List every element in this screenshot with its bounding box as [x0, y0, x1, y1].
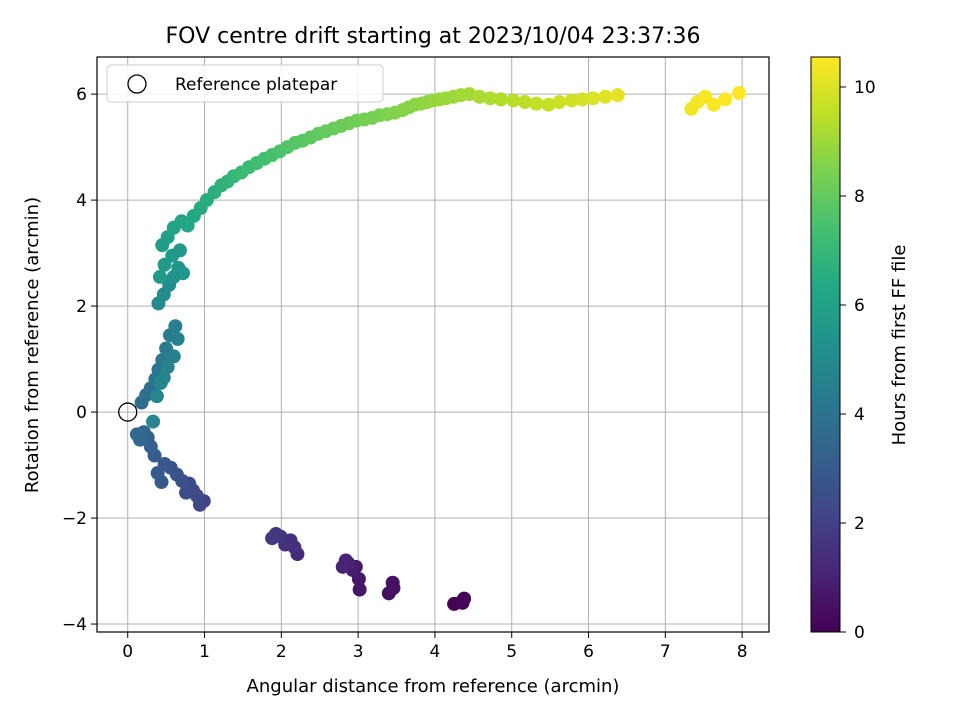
- x-tick-label: 2: [276, 642, 287, 662]
- data-point: [335, 559, 350, 574]
- data-point: [598, 89, 613, 104]
- grid: [97, 57, 769, 632]
- data-point: [152, 269, 167, 284]
- colorbar: 0 2 4 6 8 10 Hours from first FF file: [810, 56, 910, 643]
- data-point: [385, 575, 400, 590]
- y-tick-label: 4: [76, 191, 87, 211]
- data-point: [732, 86, 747, 101]
- x-tick-label: 4: [430, 642, 441, 662]
- x-tick-label: 3: [353, 642, 364, 662]
- legend[interactable]: Reference platepar: [106, 64, 384, 103]
- data-point: [586, 91, 601, 106]
- data-point: [564, 93, 579, 108]
- data-point: [170, 331, 185, 346]
- data-point: [149, 389, 164, 404]
- colorbar-tick-label: 10: [854, 78, 876, 98]
- colorbar-gradient: [810, 56, 841, 633]
- legend-label: Reference platepar: [175, 75, 337, 95]
- legend-box: [106, 64, 384, 103]
- x-tick-label: 5: [506, 642, 517, 662]
- data-point: [168, 319, 183, 334]
- y-tick-label: −2: [62, 509, 87, 529]
- colorbar-ticks: 0 2 4 6 8 10: [840, 78, 876, 643]
- data-point: [575, 92, 590, 107]
- x-tick-label: 8: [737, 642, 748, 662]
- y-ticks: −4 −2 0 2 4 6: [62, 85, 97, 635]
- data-point: [146, 414, 161, 429]
- data-point: [718, 92, 733, 107]
- data-point: [129, 427, 144, 442]
- colorbar-tick-label: 8: [854, 187, 865, 207]
- plot-frame: [96, 56, 770, 633]
- x-tick-label: 6: [583, 642, 594, 662]
- data-points: [129, 86, 747, 611]
- y-tick-label: 2: [76, 297, 87, 317]
- colorbar-tick-label: 0: [854, 623, 865, 643]
- data-point: [150, 466, 165, 481]
- colorbar-tick-label: 2: [854, 514, 865, 534]
- colorbar-tick-label: 6: [854, 296, 865, 316]
- colorbar-label: Hours from first FF file: [889, 245, 910, 446]
- legend-marker-circle: [127, 74, 147, 94]
- colorbar-tick-label: 4: [854, 405, 865, 425]
- reference-marker: [118, 402, 138, 422]
- data-point: [706, 97, 721, 112]
- data-point: [541, 97, 556, 112]
- data-point: [352, 582, 367, 597]
- x-ticks: 0 1 2 3 4 5 6 7 8: [122, 632, 748, 662]
- y-tick-label: 6: [76, 85, 87, 105]
- data-point: [176, 266, 191, 281]
- x-axis-label: Angular distance from reference (arcmin): [247, 676, 620, 697]
- y-tick-label: −4: [62, 615, 87, 635]
- x-tick-label: 0: [122, 642, 133, 662]
- data-point: [610, 88, 625, 103]
- y-axis-label: Rotation from reference (arcmin): [22, 197, 43, 493]
- data-point: [265, 531, 280, 546]
- data-point: [472, 89, 487, 104]
- data-point: [493, 92, 508, 107]
- data-point: [166, 349, 181, 364]
- data-point: [529, 96, 544, 111]
- data-point: [552, 95, 567, 110]
- chart-title: FOV centre drift starting at 2023/10/04 …: [166, 24, 701, 49]
- data-point: [160, 360, 175, 375]
- x-tick-label: 1: [199, 642, 210, 662]
- y-tick-label: 0: [76, 403, 87, 423]
- x-tick-label: 7: [660, 642, 671, 662]
- data-point: [517, 95, 532, 110]
- data-point: [179, 485, 194, 500]
- data-point: [153, 375, 168, 390]
- data-point: [506, 93, 521, 108]
- data-point: [483, 91, 498, 106]
- data-point: [455, 595, 470, 610]
- data-point: [157, 257, 172, 272]
